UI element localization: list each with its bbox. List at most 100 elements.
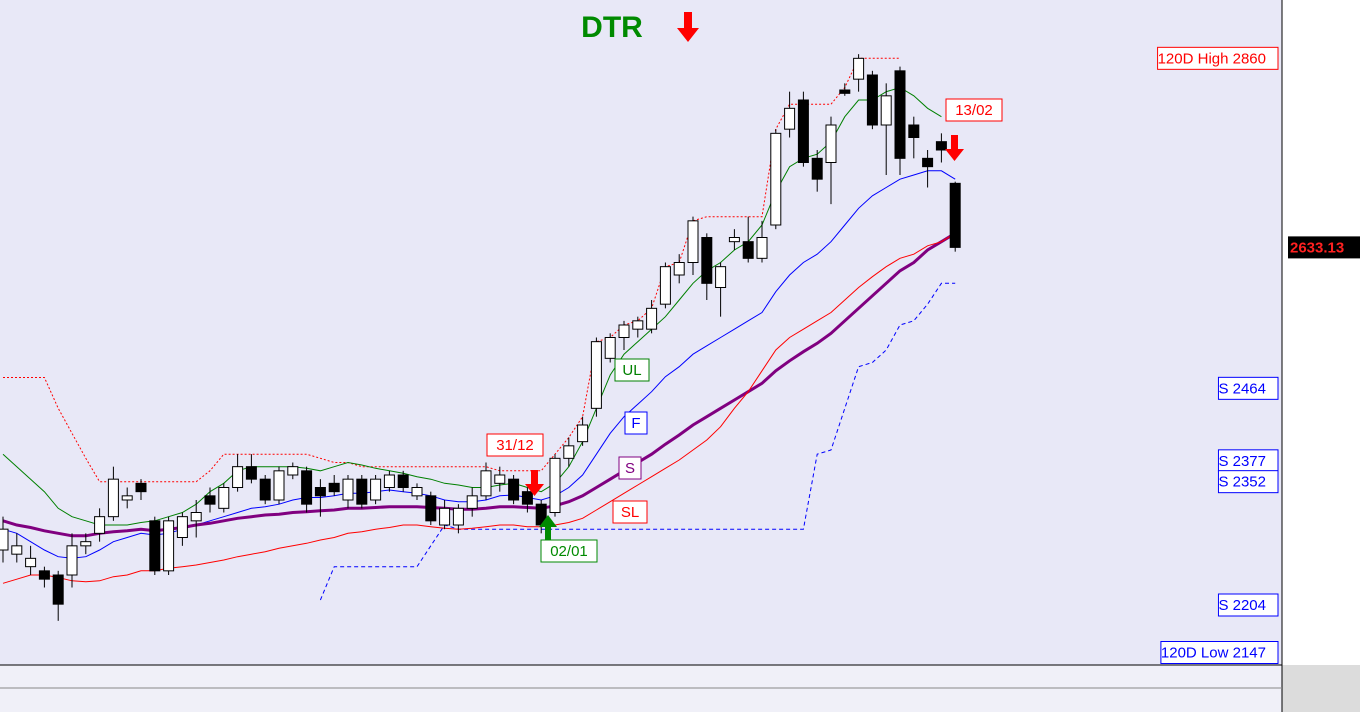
level-label-box: [1217, 376, 1279, 400]
level-label: S 2204: [1217, 593, 1279, 617]
candle-body: [245, 466, 257, 480]
candle-body: [204, 495, 216, 505]
candles: [0, 54, 961, 621]
series-label-text: S: [625, 460, 635, 477]
level-label-text: S 2204: [1218, 597, 1266, 614]
level-label: S 2352: [1217, 470, 1279, 494]
candle-body: [107, 478, 119, 518]
level-label-box: [1217, 470, 1279, 494]
level-label-box: [1217, 593, 1279, 617]
series-label-box: [618, 456, 642, 480]
candle-body: [784, 107, 796, 130]
level-label-text: 120D High 2860: [1158, 50, 1266, 67]
candle-body: [728, 237, 740, 243]
level-label: S 2464: [1217, 376, 1279, 400]
candle-body: [894, 70, 906, 159]
candle-body: [121, 495, 133, 501]
candle-body: [577, 424, 589, 443]
candle-body: [0, 528, 9, 551]
candle-body: [163, 520, 175, 572]
candle-body: [259, 478, 271, 501]
series-label: S: [618, 456, 642, 480]
level-label-text: S 2377: [1218, 453, 1266, 470]
series-label-text: SL: [621, 504, 639, 521]
candle-body: [66, 545, 78, 576]
candle-body: [494, 474, 506, 484]
arrow: [945, 135, 964, 161]
candle-body: [770, 132, 782, 226]
level-label: 120D High 2860: [1157, 46, 1279, 70]
candle-body: [646, 307, 658, 330]
annotation-text: 02/01: [550, 543, 588, 560]
candle-body: [880, 95, 892, 126]
series-label-box: [624, 411, 648, 435]
candle-body: [811, 157, 823, 180]
annotation: 13/02: [945, 98, 1003, 161]
level-label-text: S 2352: [1218, 474, 1266, 491]
candle-body: [328, 482, 340, 493]
last-value-box: [1288, 236, 1360, 259]
annotation-box: [486, 433, 544, 457]
candle-body: [38, 570, 50, 580]
lines: [2, 57, 956, 601]
arrow: [525, 470, 544, 496]
candle-body: [135, 482, 147, 493]
candle-body: [935, 141, 947, 151]
candle-body: [273, 470, 285, 501]
candle-body: [866, 74, 878, 126]
level-label-box: [1160, 641, 1279, 664]
last-value-label: 2633.13: [1290, 239, 1344, 256]
candle-body: [25, 557, 37, 568]
candle-body: [480, 470, 492, 497]
chart-title: DTR: [581, 11, 643, 44]
candle-body: [797, 99, 809, 163]
band-line: [3, 57, 900, 483]
candle-body: [632, 320, 644, 330]
arrow: [539, 515, 557, 540]
candle-body: [659, 266, 671, 305]
candle-body: [397, 474, 409, 488]
candle-body: [439, 507, 451, 526]
candle-body: [839, 89, 851, 94]
candle-body: [922, 157, 934, 168]
candle-body: [94, 516, 106, 534]
candle-body: [742, 241, 754, 259]
candle-body: [853, 57, 865, 80]
candle-body: [604, 337, 616, 359]
band-line: [319, 282, 956, 601]
candle-body: [356, 478, 368, 505]
level-label-text: 120D Low 2147: [1161, 644, 1266, 661]
series-label: UL: [614, 358, 650, 382]
candle-body: [218, 487, 230, 509]
annotation-text: 31/12: [496, 437, 534, 454]
candle-body: [701, 237, 713, 284]
candle-body: [673, 262, 685, 276]
candle-body: [908, 124, 920, 138]
candle-body: [411, 487, 423, 497]
labels: 120D High 2860 S 2464 S 2377 S 2352 S 2204 12…: [1157, 46, 1279, 664]
candle-body: [149, 520, 161, 572]
candle-body: [687, 220, 699, 263]
annotation-box: [945, 98, 1003, 122]
candle-body: [715, 266, 727, 288]
corner: [1282, 665, 1360, 712]
plot-background: [0, 0, 1282, 665]
candle-body: [521, 491, 533, 505]
candle-body: [756, 237, 768, 259]
candle-body: [190, 512, 202, 522]
series-line: [2, 170, 956, 559]
series-label-box: [614, 358, 650, 382]
series-line: [2, 232, 956, 538]
series-label: SL: [612, 500, 648, 524]
candle-body: [370, 478, 382, 501]
candle-body: [452, 507, 464, 526]
annotation: 31/12: [486, 433, 544, 496]
level-label: S 2377: [1217, 449, 1279, 473]
annotation-text: 13/02: [955, 102, 993, 119]
annotation: 02/01: [539, 515, 598, 563]
candle-body: [314, 487, 326, 497]
candle-body: [549, 457, 561, 514]
candle-body: [11, 545, 23, 555]
